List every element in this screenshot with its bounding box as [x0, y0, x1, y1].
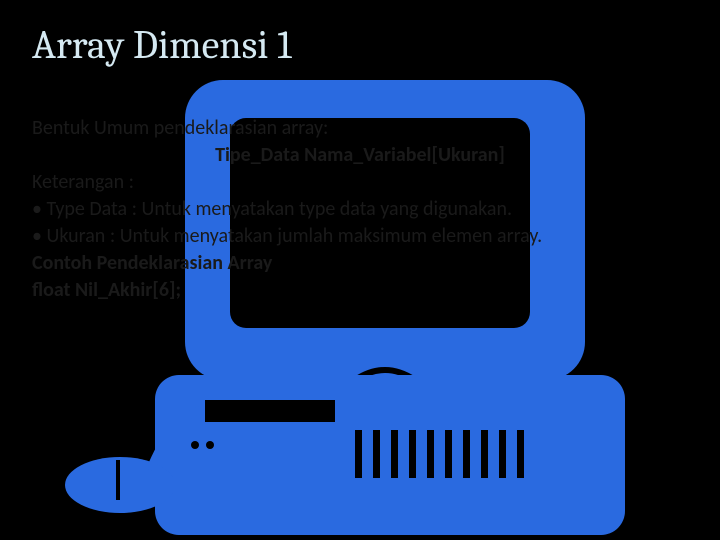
line-keterangan: Keterangan : — [32, 169, 688, 196]
line-intro: Bentuk Umum pendeklarasian array: — [32, 115, 688, 142]
slide-title: Array Dimensi 1 — [32, 22, 292, 68]
bullet-type: • Type Data : Untuk menyatakan type data… — [32, 196, 688, 223]
bullet-ukuran: • Ukuran : Untuk menyatakan jumlah maksi… — [32, 223, 688, 250]
slide-body: Bentuk Umum pendeklarasian array: Tipe_D… — [32, 115, 688, 304]
line-example: float Nil_Akhir[6]; — [32, 277, 688, 304]
line-syntax: Tipe_Data Nama_Variabel[Ukuran] — [32, 142, 688, 169]
slide: Array Dimensi 1 Bentuk Umum pendeklarasi… — [0, 0, 720, 540]
line-contoh: Contoh Pendeklarasian Array — [32, 250, 688, 277]
